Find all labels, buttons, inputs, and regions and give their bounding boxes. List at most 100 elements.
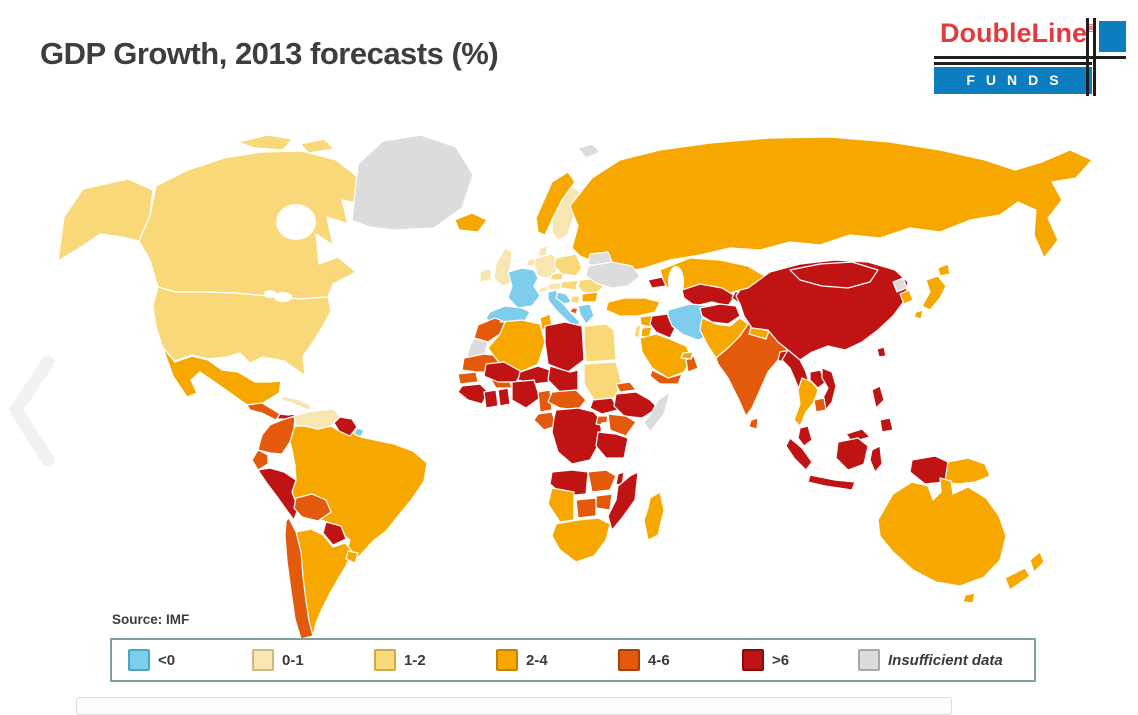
legend-swatch-gt6: [742, 649, 764, 671]
region-japan-honshu: [921, 275, 947, 311]
region-poland: [553, 253, 583, 277]
region-central-america: [246, 402, 281, 421]
region-hungary: [559, 279, 579, 291]
legend-swatch-4-6: [618, 649, 640, 671]
region-zimbabwe: [595, 493, 613, 511]
region-gabon-congo: [533, 411, 557, 431]
region-afghanistan: [699, 303, 741, 325]
region-israel: [633, 324, 642, 339]
water-great-lakes-1: [274, 292, 292, 302]
region-china: [735, 259, 909, 361]
region-ivory-coast: [483, 389, 499, 409]
chevron-left-icon: [9, 355, 55, 467]
region-sudan: [583, 361, 623, 401]
logo-brand-word: DoubleLine: [940, 18, 1087, 48]
legend-item-gt6: >6: [742, 649, 789, 671]
legend-item-0-1: 0-1: [252, 649, 304, 671]
region-new-zealand-north: [1029, 551, 1045, 573]
logo-brand-text: DoubleLine®: [940, 18, 1095, 49]
region-yemen: [649, 369, 683, 385]
region-central-african-republic: [547, 389, 587, 411]
legend-label-insufficient-data: Insufficient data: [888, 651, 1003, 669]
legend: <0 0-1 1-2 2-4 4-6 >6 Insufficient data: [110, 638, 1036, 682]
region-malaysia: [797, 425, 813, 447]
region-japan-kyushu: [913, 309, 924, 320]
region-north-korea: [892, 277, 908, 293]
region-paraguay: [322, 521, 347, 546]
legend-label-0-1: 0-1: [282, 651, 304, 669]
region-cameroon: [537, 389, 553, 413]
region-bolivia: [293, 493, 332, 522]
region-somalia: [643, 391, 671, 433]
region-thailand: [793, 377, 819, 427]
region-egypt: [583, 323, 617, 363]
region-ukraine: [585, 261, 641, 289]
region-svalbard: [577, 143, 601, 159]
region-bulgaria: [581, 291, 599, 303]
legend-swatch-insufficient-data: [858, 649, 880, 671]
logo-vertical-line-1: [1086, 18, 1089, 96]
next-content-cutoff-box: [76, 697, 952, 715]
region-caucasus: [647, 276, 667, 289]
region-south-africa: [551, 517, 611, 563]
region-zambia: [587, 469, 617, 493]
region-turkey: [605, 297, 661, 317]
region-austria: [547, 281, 563, 291]
region-libya: [544, 321, 585, 373]
region-new-zealand-south: [1004, 567, 1031, 591]
region-nigeria: [511, 379, 541, 409]
legend-label-2-4: 2-4: [526, 651, 548, 669]
region-south-sudan: [589, 397, 619, 415]
previous-slide-arrow[interactable]: [2, 352, 66, 472]
region-canada-arctic-islands-1: [237, 134, 293, 151]
region-peru: [257, 467, 299, 521]
region-mexico: [162, 347, 282, 406]
legend-label-gt6: >6: [772, 651, 790, 669]
legend-item-lt0: <0: [128, 649, 175, 671]
region-mozambique: [607, 471, 639, 531]
region-botswana: [575, 497, 597, 519]
region-sulawesi: [869, 445, 883, 473]
region-iceland: [454, 212, 488, 233]
water-great-lakes-2: [264, 290, 276, 298]
region-namibia: [547, 487, 575, 523]
doubleline-funds-logo: DoubleLine® FUNDS: [934, 16, 1126, 96]
region-venezuela: [293, 408, 341, 430]
legend-swatch-2-4: [496, 649, 518, 671]
page-title: GDP Growth, 2013 forecasts (%): [40, 36, 499, 71]
legend-swatch-1-2: [374, 649, 396, 671]
water-caspian-sea: [668, 266, 684, 298]
region-guinea: [457, 383, 489, 405]
region-chad: [547, 365, 579, 393]
region-guyana: [333, 416, 358, 437]
region-canada-arctic-islands-2: [299, 138, 335, 154]
registered-mark: ®: [1087, 23, 1096, 35]
region-alaska: [57, 178, 154, 262]
region-south-korea: [899, 289, 914, 305]
legend-label-1-2: 1-2: [404, 651, 426, 669]
water-hudson-bay: [276, 204, 316, 240]
logo-vertical-line-2: [1093, 18, 1096, 96]
region-albania: [569, 307, 579, 315]
region-tasmania: [962, 592, 976, 604]
region-taiwan: [876, 346, 887, 358]
region-greenland: [351, 134, 474, 231]
region-french-guiana: [353, 427, 365, 438]
region-russia: [569, 136, 1093, 273]
region-mindanao: [879, 417, 894, 433]
region-luzon: [871, 385, 885, 409]
region-ecuador: [251, 449, 269, 471]
region-kalimantan: [835, 437, 869, 471]
region-kenya: [607, 413, 637, 437]
region-croatia: [555, 291, 573, 305]
region-cuba: [281, 395, 313, 411]
region-colombia: [257, 415, 296, 455]
region-senegal: [457, 371, 479, 385]
region-denmark: [537, 245, 549, 257]
region-java: [807, 474, 856, 491]
world-choropleth-map: [57, 134, 1093, 640]
region-ghana: [497, 387, 511, 407]
region-ireland: [479, 267, 493, 283]
region-serbia: [569, 295, 581, 305]
